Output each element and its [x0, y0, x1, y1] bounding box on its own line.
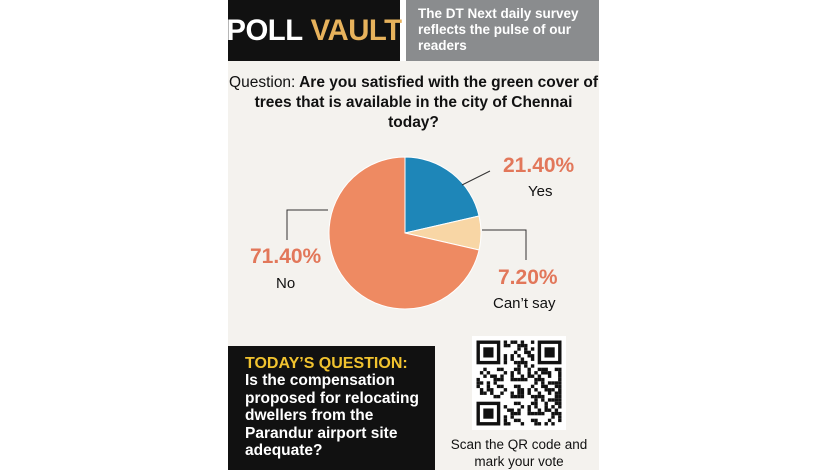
slice-value-no: 71.40%: [250, 245, 322, 268]
tagline: The DT Next daily survey reflects the pu…: [406, 0, 599, 61]
qr-code-icon: [476, 340, 562, 426]
todays-question-box: TODAY’S QUESTION: Is the compensation pr…: [228, 346, 435, 470]
pie-slice-yes: [404, 156, 480, 234]
header: POLL VAULT The DT Next daily survey refl…: [228, 0, 599, 61]
question-label: Question:: [229, 74, 296, 91]
poll-vault-logo: POLL VAULT: [228, 0, 402, 61]
logo-word-vault: VAULT: [310, 13, 402, 47]
slice-value-cant-say: 7.20%: [498, 266, 558, 289]
slice-label-yes: Yes: [528, 183, 552, 200]
qr-code[interactable]: [472, 336, 566, 430]
qr-caption: Scan the QR code and mark your vote: [450, 437, 588, 469]
slice-label-cant-say: Can’t say: [493, 295, 556, 312]
slice-label-no: No: [276, 275, 295, 292]
logo-word-poll: POLL: [228, 13, 303, 47]
pie-chart: 21.40% Yes 71.40% No 7.20% Can’t say: [250, 154, 575, 312]
leader-lines: [286, 170, 527, 260]
poll-question: Question: Are you satisfied with the gre…: [228, 73, 599, 133]
leader-line-cant-say: [482, 229, 527, 260]
question-text: Are you satisfied with the green cover o…: [254, 74, 598, 131]
slice-value-yes: 21.40%: [503, 154, 575, 177]
todays-question-heading: TODAY’S QUESTION:: [245, 355, 408, 372]
pie-slice-no: [328, 156, 480, 310]
leader-line-yes: [461, 170, 491, 186]
poll-vault-card: POLL VAULT The DT Next daily survey refl…: [228, 0, 599, 470]
leader-line-no: [286, 209, 328, 240]
todays-question-text: Is the compensation proposed for relocat…: [245, 372, 419, 459]
